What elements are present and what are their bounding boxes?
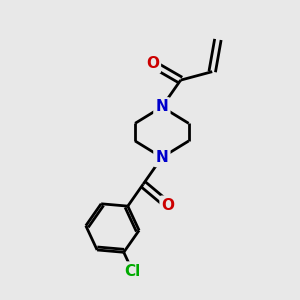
Text: N: N: [155, 99, 168, 114]
Text: N: N: [155, 150, 168, 165]
Text: O: O: [146, 56, 159, 71]
Text: Cl: Cl: [124, 264, 141, 279]
Text: O: O: [162, 198, 175, 213]
